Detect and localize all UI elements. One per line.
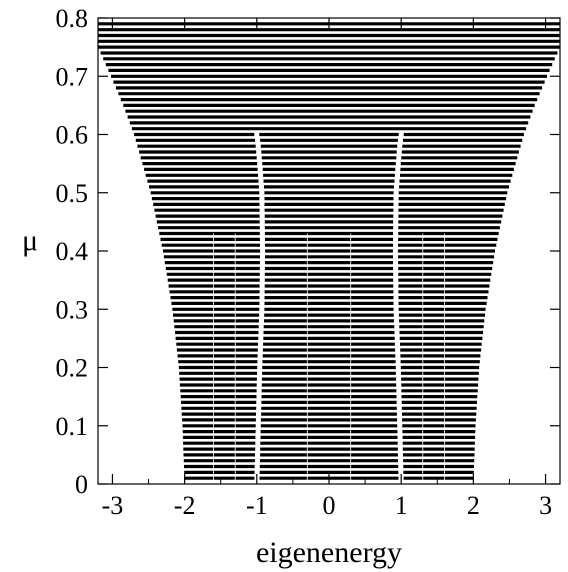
y-tick-label: 0.4 [56, 237, 89, 266]
y-axis-title: μ [22, 224, 38, 257]
y-tick-label: 0 [75, 470, 88, 499]
band-lines [98, 22, 560, 484]
y-axis-ticks: 0 0.1 0.2 0.3 0.4 0.5 0.6 0.7 0.8 [56, 4, 560, 499]
x-tick-label: -3 [102, 491, 124, 520]
x-axis-title: eigenenergy [256, 536, 402, 569]
y-tick-label: 0.5 [56, 179, 89, 208]
y-tick-label: 0.1 [56, 412, 89, 441]
x-tick-label: 1 [395, 491, 408, 520]
y-tick-label: 0.8 [56, 4, 89, 33]
y-tick-label: 0.7 [56, 62, 89, 91]
x-tick-label: 2 [467, 491, 480, 520]
y-tick-label: 0.2 [56, 354, 89, 383]
x-axis-ticks: -3 -2 -1 0 1 2 3 [102, 18, 552, 520]
y-tick-label: 0.3 [56, 295, 89, 324]
plot-frame [97, 17, 561, 485]
x-tick-label: -1 [246, 491, 268, 520]
x-tick-label: 0 [323, 491, 336, 520]
x-tick-label: -2 [174, 491, 196, 520]
x-tick-label: 3 [539, 491, 552, 520]
y-tick-label: 0.6 [56, 121, 89, 150]
